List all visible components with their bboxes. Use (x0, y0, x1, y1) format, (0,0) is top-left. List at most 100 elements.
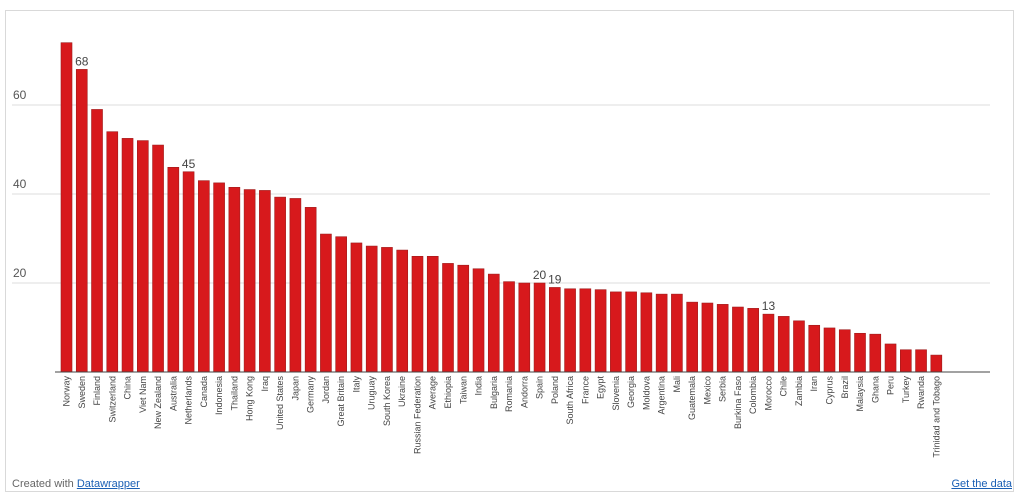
x-tick-label: Germany (306, 376, 316, 414)
bar-cyprus (823, 327, 836, 373)
data-label: 68 (75, 54, 89, 68)
bar-trinidad-and-tobago (930, 354, 943, 373)
x-tick-label: United States (275, 376, 285, 431)
bar-rwanda (915, 349, 927, 373)
bar-ukraine (396, 249, 409, 373)
bar-norway (60, 42, 73, 373)
x-tick-label: Morocco (763, 376, 773, 411)
data-label: 13 (762, 299, 776, 313)
x-tick-label: Taiwan (458, 376, 468, 404)
x-tick-label: Cyprus (825, 376, 835, 405)
x-tick-label: Chile (779, 376, 789, 397)
bar-average (426, 255, 439, 373)
bar-mali (671, 293, 683, 373)
x-tick-label: Switzerland (107, 376, 117, 423)
bar-finland (91, 109, 103, 373)
bar-russian-federation (411, 255, 424, 373)
x-tick-label: France (580, 376, 590, 404)
x-tick-label: Zambia (794, 376, 804, 406)
bar-zambia (793, 320, 805, 373)
x-tick-label: Egypt (596, 376, 606, 400)
x-tick-label: Andorra (519, 376, 529, 408)
x-tick-label: Poland (550, 376, 560, 404)
y-tick-label-20: 20 (13, 266, 27, 280)
x-tick-label: Slovenia (611, 376, 621, 411)
x-tick-label: South Korea (382, 376, 392, 426)
x-tick-label: Brazil (840, 376, 850, 399)
x-tick-label: Moldova (641, 376, 651, 410)
bar-switzerland (106, 131, 119, 373)
x-tick-label: Guatemala (687, 376, 697, 420)
x-tick-label: Malaysia (855, 376, 865, 412)
bar-uruguay (365, 245, 378, 373)
bar-south-korea (381, 247, 393, 373)
bar-egypt (594, 289, 607, 373)
datawrapper-link[interactable]: Datawrapper (76, 478, 140, 490)
bar-australia (167, 167, 180, 373)
x-tick-label: Sweden (77, 376, 87, 409)
x-tick-label: Turkey (901, 376, 911, 404)
bar-sweden (75, 69, 88, 373)
bar-peru (884, 343, 897, 373)
bar-moldova (640, 292, 653, 373)
x-tick-label: Hong Kong (245, 376, 255, 421)
x-tick-label: Ukraine (397, 376, 407, 407)
bar-iran (808, 324, 821, 373)
bar-brazil (838, 329, 851, 373)
x-tick-label: Romania (504, 376, 514, 412)
bar-burkina-faso (732, 306, 744, 373)
data-label: 19 (548, 272, 562, 286)
bar-canada (198, 180, 210, 373)
bar-colombia (747, 308, 760, 373)
bar-taiwan (457, 264, 470, 373)
x-tick-label: Great Britain (336, 376, 346, 427)
bar-morocco (762, 313, 775, 373)
bar-india (472, 268, 485, 373)
bar-guatemala (686, 301, 698, 373)
bar-ethiopia (442, 263, 454, 373)
bar-thailand (228, 187, 241, 373)
x-tick-label: Spain (535, 376, 545, 399)
x-tick-label: New Zealand (153, 376, 163, 429)
bar-serbia (716, 304, 729, 373)
x-tick-label: Trinidad and Tobago (931, 376, 941, 458)
x-tick-label: Russian Federation (412, 376, 422, 454)
x-tick-label: Bulgaria (489, 376, 499, 409)
x-tick-label: Canada (199, 376, 209, 408)
bar-indonesia (213, 182, 225, 373)
data-label: 20 (533, 268, 547, 282)
bar-hong-kong (243, 189, 256, 373)
x-tick-label: Ghana (870, 376, 880, 403)
bar-japan (289, 198, 302, 373)
bar-italy (350, 242, 363, 373)
y-tick-label-40: 40 (13, 177, 27, 191)
x-tick-label: Ethiopia (443, 376, 453, 409)
bar-china (121, 138, 134, 373)
x-tick-label: Peru (886, 376, 896, 395)
x-tick-label: China (123, 376, 133, 400)
bar-germany (304, 207, 317, 373)
x-tick-label: Thailand (229, 376, 239, 411)
x-tick-label: Japan (290, 376, 300, 401)
x-tick-label: Iraq (260, 376, 270, 392)
bar-france (579, 288, 592, 373)
bar-mexico (701, 302, 714, 373)
created-with-text: Created with (12, 478, 74, 490)
get-the-data-link[interactable]: Get the data (951, 478, 1012, 490)
bar-united-states (274, 196, 286, 373)
bar-turkey (899, 349, 912, 373)
bar-georgia (625, 291, 637, 373)
x-tick-label: Iran (809, 376, 819, 392)
x-tick-label: Viet Nam (138, 376, 148, 413)
bar-jordan (320, 233, 332, 373)
x-tick-label: Jordan (321, 376, 331, 404)
bar-spain (533, 282, 546, 373)
bar-andorra (518, 282, 531, 373)
x-tick-label: Average (428, 376, 438, 409)
bar-new-zealand (152, 144, 164, 373)
credit-line: Created with Datawrapper (12, 478, 140, 490)
bar-romania (503, 281, 515, 373)
x-tick-label: Mali (672, 376, 682, 393)
x-tick-label: Australia (168, 376, 178, 411)
x-tick-label: Netherlands (184, 376, 194, 425)
